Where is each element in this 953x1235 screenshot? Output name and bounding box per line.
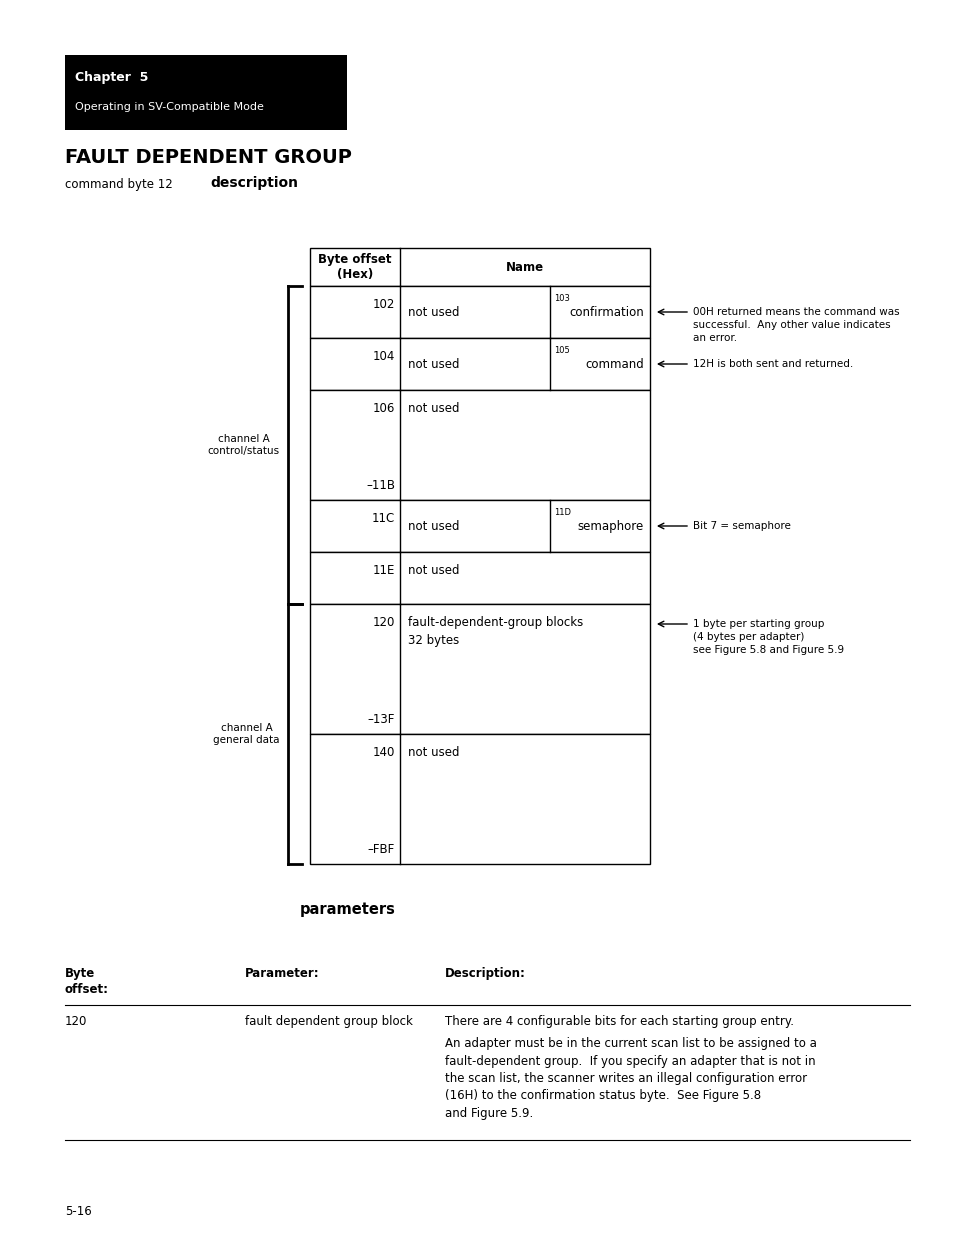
- Text: fault-dependent-group blocks
32 bytes: fault-dependent-group blocks 32 bytes: [408, 616, 582, 647]
- Bar: [310, 390, 649, 500]
- Text: confirmation: confirmation: [569, 305, 643, 319]
- Text: 106: 106: [373, 403, 395, 415]
- Text: 105: 105: [554, 346, 569, 354]
- Text: fault dependent group block: fault dependent group block: [245, 1015, 413, 1028]
- Text: semaphore: semaphore: [578, 520, 643, 532]
- Text: parameters: parameters: [299, 902, 395, 918]
- Text: 11C: 11C: [372, 513, 395, 525]
- Text: –11B: –11B: [366, 479, 395, 492]
- Bar: [310, 248, 649, 287]
- Text: 102: 102: [373, 298, 395, 311]
- Text: 00H returned means the command was
successful.  Any other value indicates
an err: 00H returned means the command was succe…: [692, 308, 899, 343]
- Text: 1 byte per starting group
(4 bytes per adapter)
see Figure 5.8 and Figure 5.9: 1 byte per starting group (4 bytes per a…: [692, 619, 843, 656]
- Text: –FBF: –FBF: [367, 844, 395, 856]
- Text: 11E: 11E: [373, 564, 395, 577]
- Text: 120: 120: [373, 616, 395, 629]
- Text: 11D: 11D: [554, 508, 571, 517]
- Text: 12H is both sent and returned.: 12H is both sent and returned.: [692, 359, 852, 369]
- Text: Description:: Description:: [444, 967, 525, 981]
- Bar: [310, 500, 649, 552]
- Text: Parameter:: Parameter:: [245, 967, 319, 981]
- Text: Name: Name: [505, 261, 543, 273]
- Text: 120: 120: [65, 1015, 88, 1028]
- Text: channel A
control/status: channel A control/status: [208, 435, 280, 456]
- Bar: [310, 287, 649, 338]
- Text: description: description: [210, 177, 297, 190]
- Text: Byte
offset:: Byte offset:: [65, 967, 109, 995]
- Bar: [310, 552, 649, 604]
- Text: not used: not used: [408, 746, 459, 760]
- Text: Bit 7 = semaphore: Bit 7 = semaphore: [692, 521, 790, 531]
- Text: not used: not used: [408, 520, 459, 532]
- Text: 103: 103: [554, 294, 569, 303]
- Text: 5-16: 5-16: [65, 1205, 91, 1218]
- Text: command byte 12: command byte 12: [65, 178, 172, 191]
- Text: not used: not used: [408, 305, 459, 319]
- Text: not used: not used: [408, 357, 459, 370]
- Text: There are 4 configurable bits for each starting group entry.: There are 4 configurable bits for each s…: [444, 1015, 793, 1028]
- Bar: [65, 56, 347, 130]
- Text: Byte offset
(Hex): Byte offset (Hex): [318, 253, 392, 282]
- Text: 140: 140: [373, 746, 395, 760]
- Text: 104: 104: [373, 350, 395, 363]
- Text: not used: not used: [408, 564, 459, 577]
- Text: –13F: –13F: [367, 713, 395, 726]
- Text: Operating in SV-Compatible Mode: Operating in SV-Compatible Mode: [75, 103, 264, 112]
- Text: An adapter must be in the current scan list to be assigned to a
fault-dependent : An adapter must be in the current scan l…: [444, 1037, 816, 1120]
- Bar: [310, 604, 649, 734]
- Text: not used: not used: [408, 403, 459, 415]
- Bar: [310, 734, 649, 864]
- Text: Chapter  5: Chapter 5: [75, 70, 149, 84]
- Text: FAULT DEPENDENT GROUP: FAULT DEPENDENT GROUP: [65, 148, 352, 167]
- Bar: [310, 338, 649, 390]
- Text: command: command: [584, 357, 643, 370]
- Text: channel A
general data: channel A general data: [213, 724, 280, 745]
